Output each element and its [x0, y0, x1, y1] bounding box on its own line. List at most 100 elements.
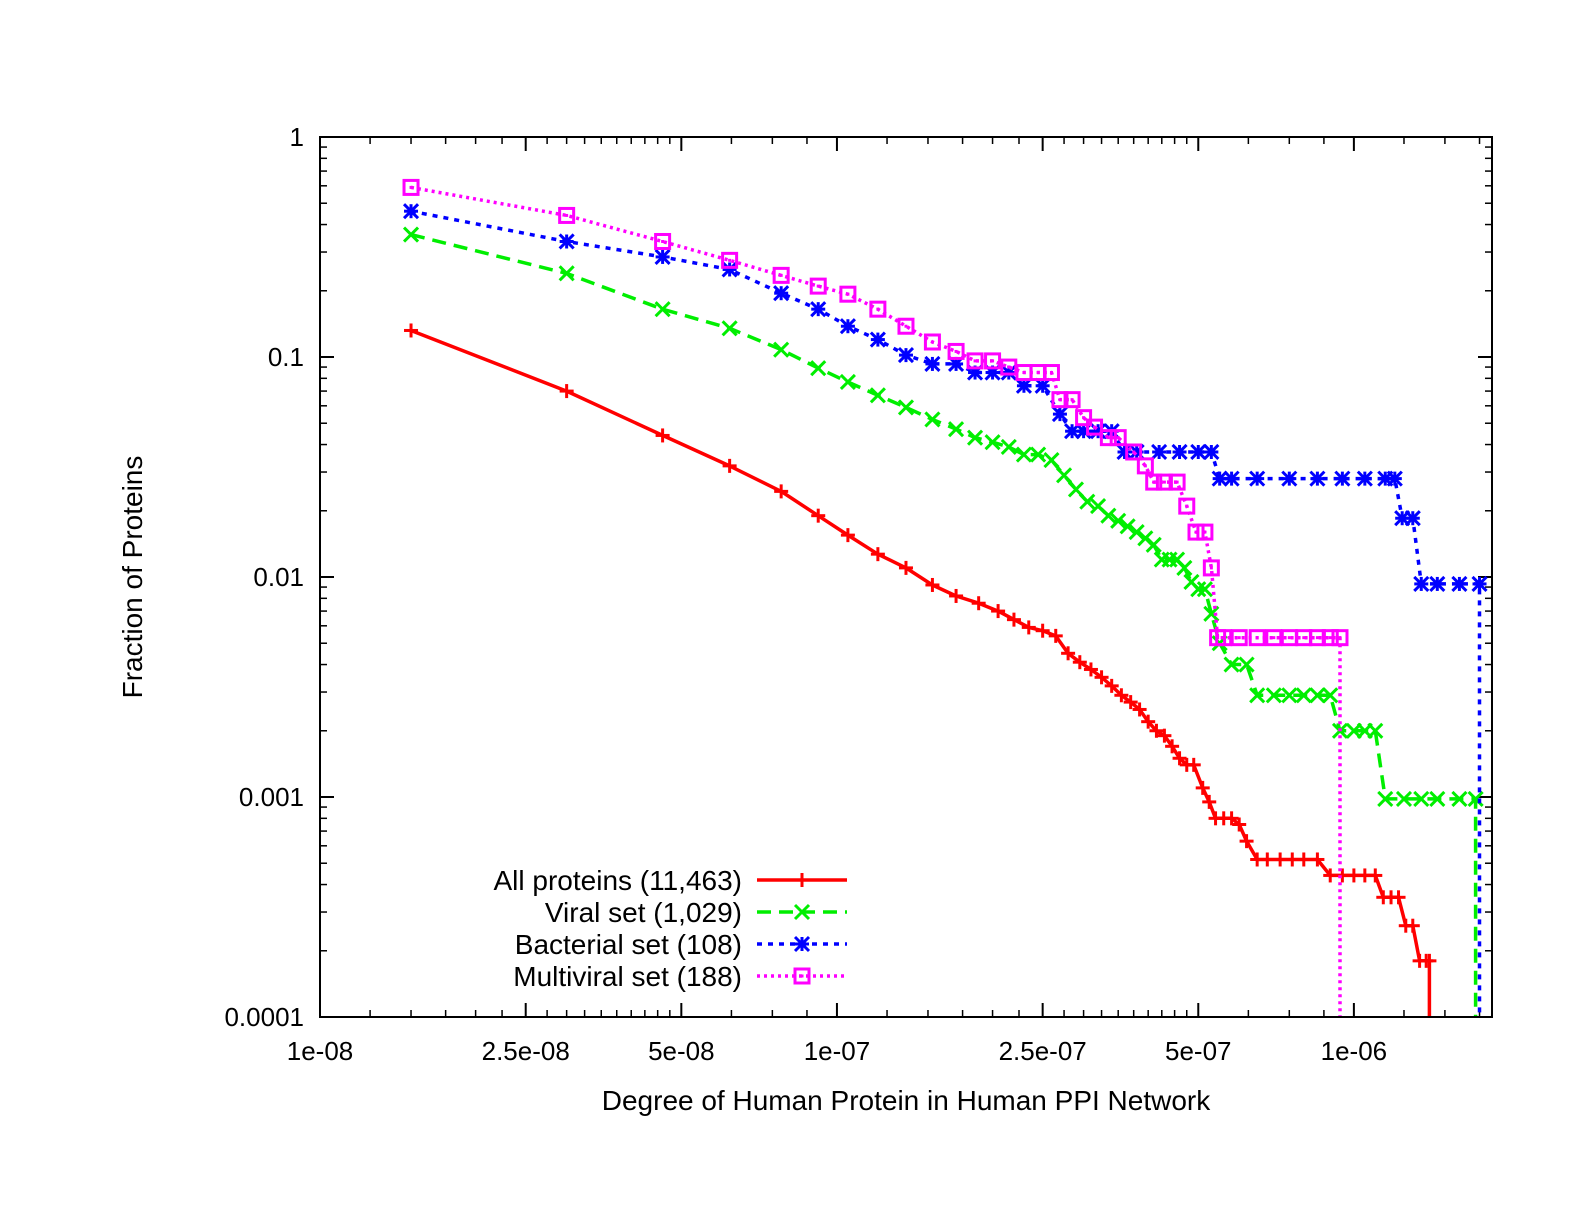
data-point [1211, 470, 1228, 487]
data-point [654, 301, 671, 318]
data-point [1048, 628, 1063, 643]
legend-item: Viral set (1,029) [545, 897, 847, 928]
data-point [1171, 443, 1188, 461]
data-point [1203, 443, 1220, 461]
data-point [1405, 918, 1420, 933]
data-point [971, 596, 986, 611]
data-point [1136, 457, 1154, 475]
data-point [1034, 377, 1051, 394]
data-point [1061, 646, 1076, 661]
data-point [655, 428, 670, 443]
data-point [654, 232, 672, 250]
data-point [1323, 868, 1338, 883]
legend-swatch-marker [793, 935, 811, 953]
data-point [1331, 629, 1349, 647]
data-point [1086, 418, 1104, 436]
y-tick-label: 0.0001 [224, 1002, 304, 1032]
legend-label: Bacterial set (108) [515, 929, 742, 960]
data-point [1015, 446, 1032, 463]
data-point [1334, 470, 1351, 487]
data-point [1042, 364, 1060, 382]
data-point [966, 429, 984, 446]
data-point [772, 266, 790, 284]
data-point [1141, 714, 1156, 729]
data-point [1110, 512, 1127, 529]
data-point [1368, 868, 1383, 883]
legend-swatch-marker [795, 873, 809, 887]
data-point [1099, 429, 1117, 447]
x-axis-title: Degree of Human Protein in Human PPI Net… [602, 1085, 1211, 1116]
data-point [810, 301, 827, 318]
data-point [1413, 575, 1430, 592]
x-tick-label: 5e-07 [1165, 1036, 1232, 1066]
data-point [1322, 687, 1339, 704]
data-point [1467, 790, 1484, 807]
data-point [1422, 953, 1437, 968]
data-point [1063, 391, 1081, 409]
data-point [1190, 443, 1207, 461]
axis-ticks: 1 0.1 0.01 0.001 0.0001 1e-08 2.5e-08 5e-08 1e-0… [224, 122, 1492, 1066]
data-point [1109, 429, 1127, 447]
data-point [1309, 470, 1326, 487]
data-point [869, 387, 886, 404]
legend-item: Multiviral set (188) [513, 961, 847, 992]
data-point [810, 360, 827, 377]
data-point [1321, 629, 1339, 647]
data-point [654, 248, 671, 265]
data-point [1132, 702, 1147, 717]
data-point [1196, 581, 1213, 598]
data-point [1075, 409, 1093, 427]
data-point [558, 233, 575, 250]
data-point [1265, 687, 1282, 704]
data-point [721, 261, 738, 278]
y-tick-label: 0.1 [268, 342, 304, 372]
data-point [773, 341, 790, 358]
data-point [1395, 790, 1413, 807]
data-point [898, 560, 913, 575]
data-point [870, 547, 885, 562]
data-point [1145, 536, 1162, 553]
data-point [1114, 688, 1129, 703]
data-point [1176, 559, 1193, 576]
data-point [839, 285, 857, 303]
data-point [1404, 510, 1421, 527]
data-point [1391, 890, 1406, 905]
data-point [923, 333, 941, 351]
data-point [949, 588, 964, 603]
data-point [402, 178, 420, 196]
data-point [1296, 852, 1311, 867]
data-point [1043, 452, 1060, 469]
legend-swatch-marker [793, 903, 811, 921]
data-point [1224, 811, 1239, 826]
y-tick-label: 1 [290, 122, 304, 152]
data-point [1260, 852, 1275, 867]
data-point [1273, 852, 1288, 867]
data-point [1429, 790, 1446, 807]
data-point [1178, 497, 1196, 515]
legend-item: All proteins (11,463) [494, 865, 847, 896]
series-1 [404, 323, 1437, 1017]
data-point [1471, 575, 1488, 592]
x-tick-label: 2.5e-08 [482, 1036, 570, 1066]
data-point [1100, 507, 1117, 524]
data-point [1157, 728, 1172, 743]
data-point [947, 342, 965, 360]
data-point [948, 421, 965, 438]
data-point [1223, 656, 1240, 673]
data-point [1072, 655, 1087, 670]
data-point [402, 226, 420, 243]
data-point [1168, 473, 1186, 491]
data-point [1172, 751, 1187, 766]
data-point [1067, 481, 1085, 498]
data-point [1006, 612, 1021, 627]
data-point [721, 320, 738, 337]
data-point [809, 277, 827, 295]
data-point [1190, 581, 1207, 598]
data-point [1119, 518, 1136, 535]
data-point [1281, 687, 1298, 704]
plot-frame [319, 136, 1493, 1018]
data-point [1451, 575, 1468, 592]
data-point [1145, 473, 1163, 491]
legend-label: Multiviral set (188) [513, 961, 742, 992]
data-point [839, 318, 856, 335]
